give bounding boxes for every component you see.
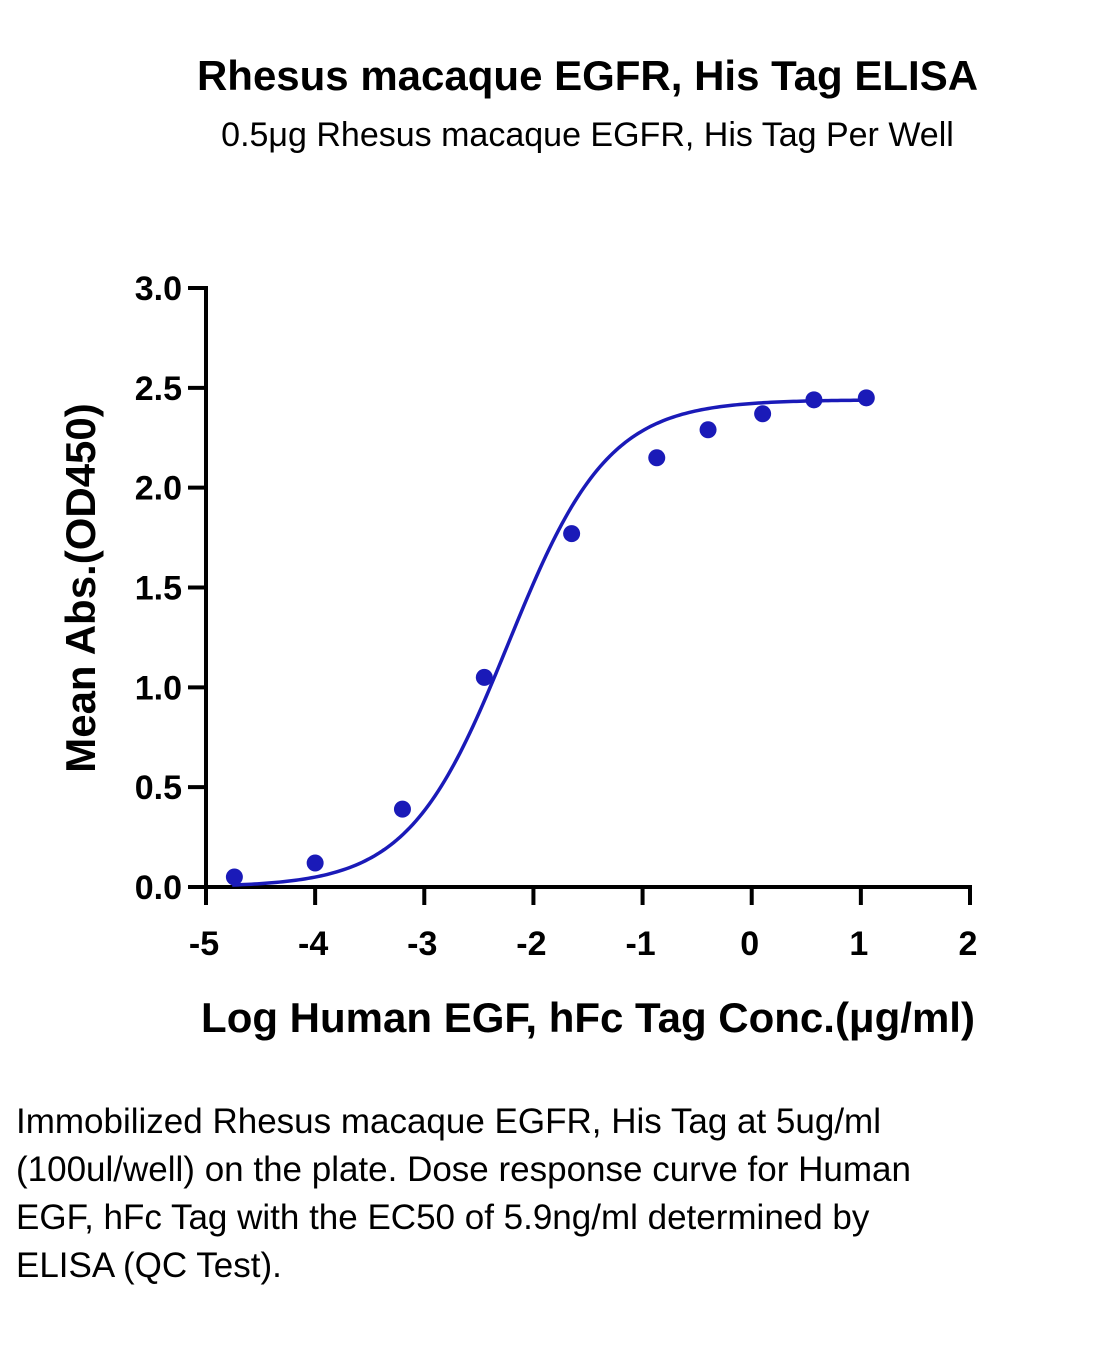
x-tick-label: 1 (849, 925, 868, 963)
data-point (563, 525, 581, 543)
data-point (225, 868, 243, 886)
x-tick-label: -4 (298, 925, 328, 963)
data-points-layer (225, 389, 875, 886)
data-point (805, 391, 823, 409)
x-tick-label: 0 (740, 925, 759, 963)
y-tick-label: 1.0 (135, 669, 182, 707)
axes: 0.0 0.5 1.0 1.5 2.0 2.5 3.0 -5 -4 -3 -2 -1 0 1 2 (135, 270, 978, 963)
figure-caption: Immobilized Rhesus macaque EGFR, His Tag… (16, 1102, 911, 1285)
chart-subtitle: 0.5μg Rhesus macaque EGFR, His Tag Per W… (221, 116, 954, 154)
x-tick-label: -5 (189, 925, 219, 963)
fit-curve-layer (232, 398, 867, 887)
data-point (306, 854, 324, 872)
data-point (857, 389, 875, 407)
x-tick-label: -2 (516, 925, 546, 963)
x-axis-title: Log Human EGF, hFc Tag Conc.(μg/ml) (201, 994, 975, 1041)
data-point (699, 421, 717, 439)
y-tick-label: 2.5 (135, 370, 182, 408)
data-point (754, 405, 772, 423)
data-point (393, 800, 411, 818)
y-tick-label: 2.0 (135, 470, 182, 508)
fit-curve (232, 398, 867, 887)
y-axis-title: Mean Abs.(OD450) (57, 403, 104, 773)
x-tick-label: -1 (625, 925, 655, 963)
data-point (475, 668, 493, 686)
x-tick-label: -3 (407, 925, 437, 963)
chart-title: Rhesus macaque EGFR, His Tag ELISA (196, 52, 979, 99)
y-tick-label: 0.0 (135, 869, 182, 907)
y-tick-label: 0.5 (135, 769, 182, 807)
y-tick-label: 3.0 (135, 270, 182, 308)
y-tick-label: 1.5 (135, 570, 182, 608)
x-tick-label: 2 (959, 925, 978, 963)
data-point (648, 449, 666, 467)
dose-response-chart: 0.0 0.5 1.0 1.5 2.0 2.5 3.0 -5 -4 -3 -2 -1 0 1 2 Log H… (57, 270, 978, 1041)
